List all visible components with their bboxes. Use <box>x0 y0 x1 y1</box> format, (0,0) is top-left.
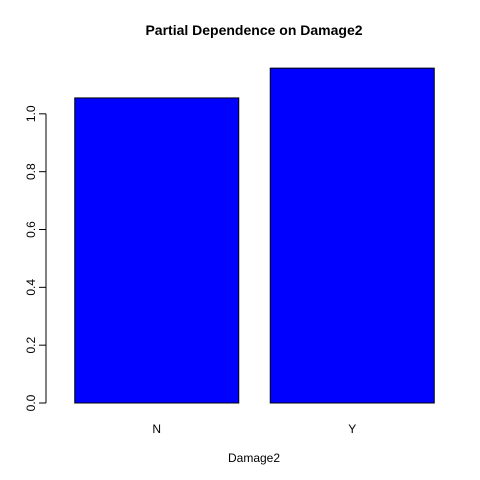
x-tick-label-y: Y <box>348 422 356 436</box>
x-axis-label: Damage2 <box>228 451 280 465</box>
bar-y <box>269 67 435 404</box>
y-tick-label: 0.4 <box>24 279 38 296</box>
bar-n <box>74 97 240 404</box>
chart-title: Partial Dependence on Damage2 <box>145 22 362 38</box>
y-tick-label: 1.0 <box>24 105 38 122</box>
y-tick-label: 0.2 <box>24 337 38 354</box>
y-axis: 0.0 0.2 0.4 0.6 0.8 1.0 <box>24 105 47 411</box>
y-tick-label: 0.0 <box>24 394 38 411</box>
y-tick-label: 0.8 <box>24 163 38 180</box>
y-tick-label: 0.6 <box>24 221 38 238</box>
bars <box>74 67 435 404</box>
x-tick-label-n: N <box>152 422 161 436</box>
